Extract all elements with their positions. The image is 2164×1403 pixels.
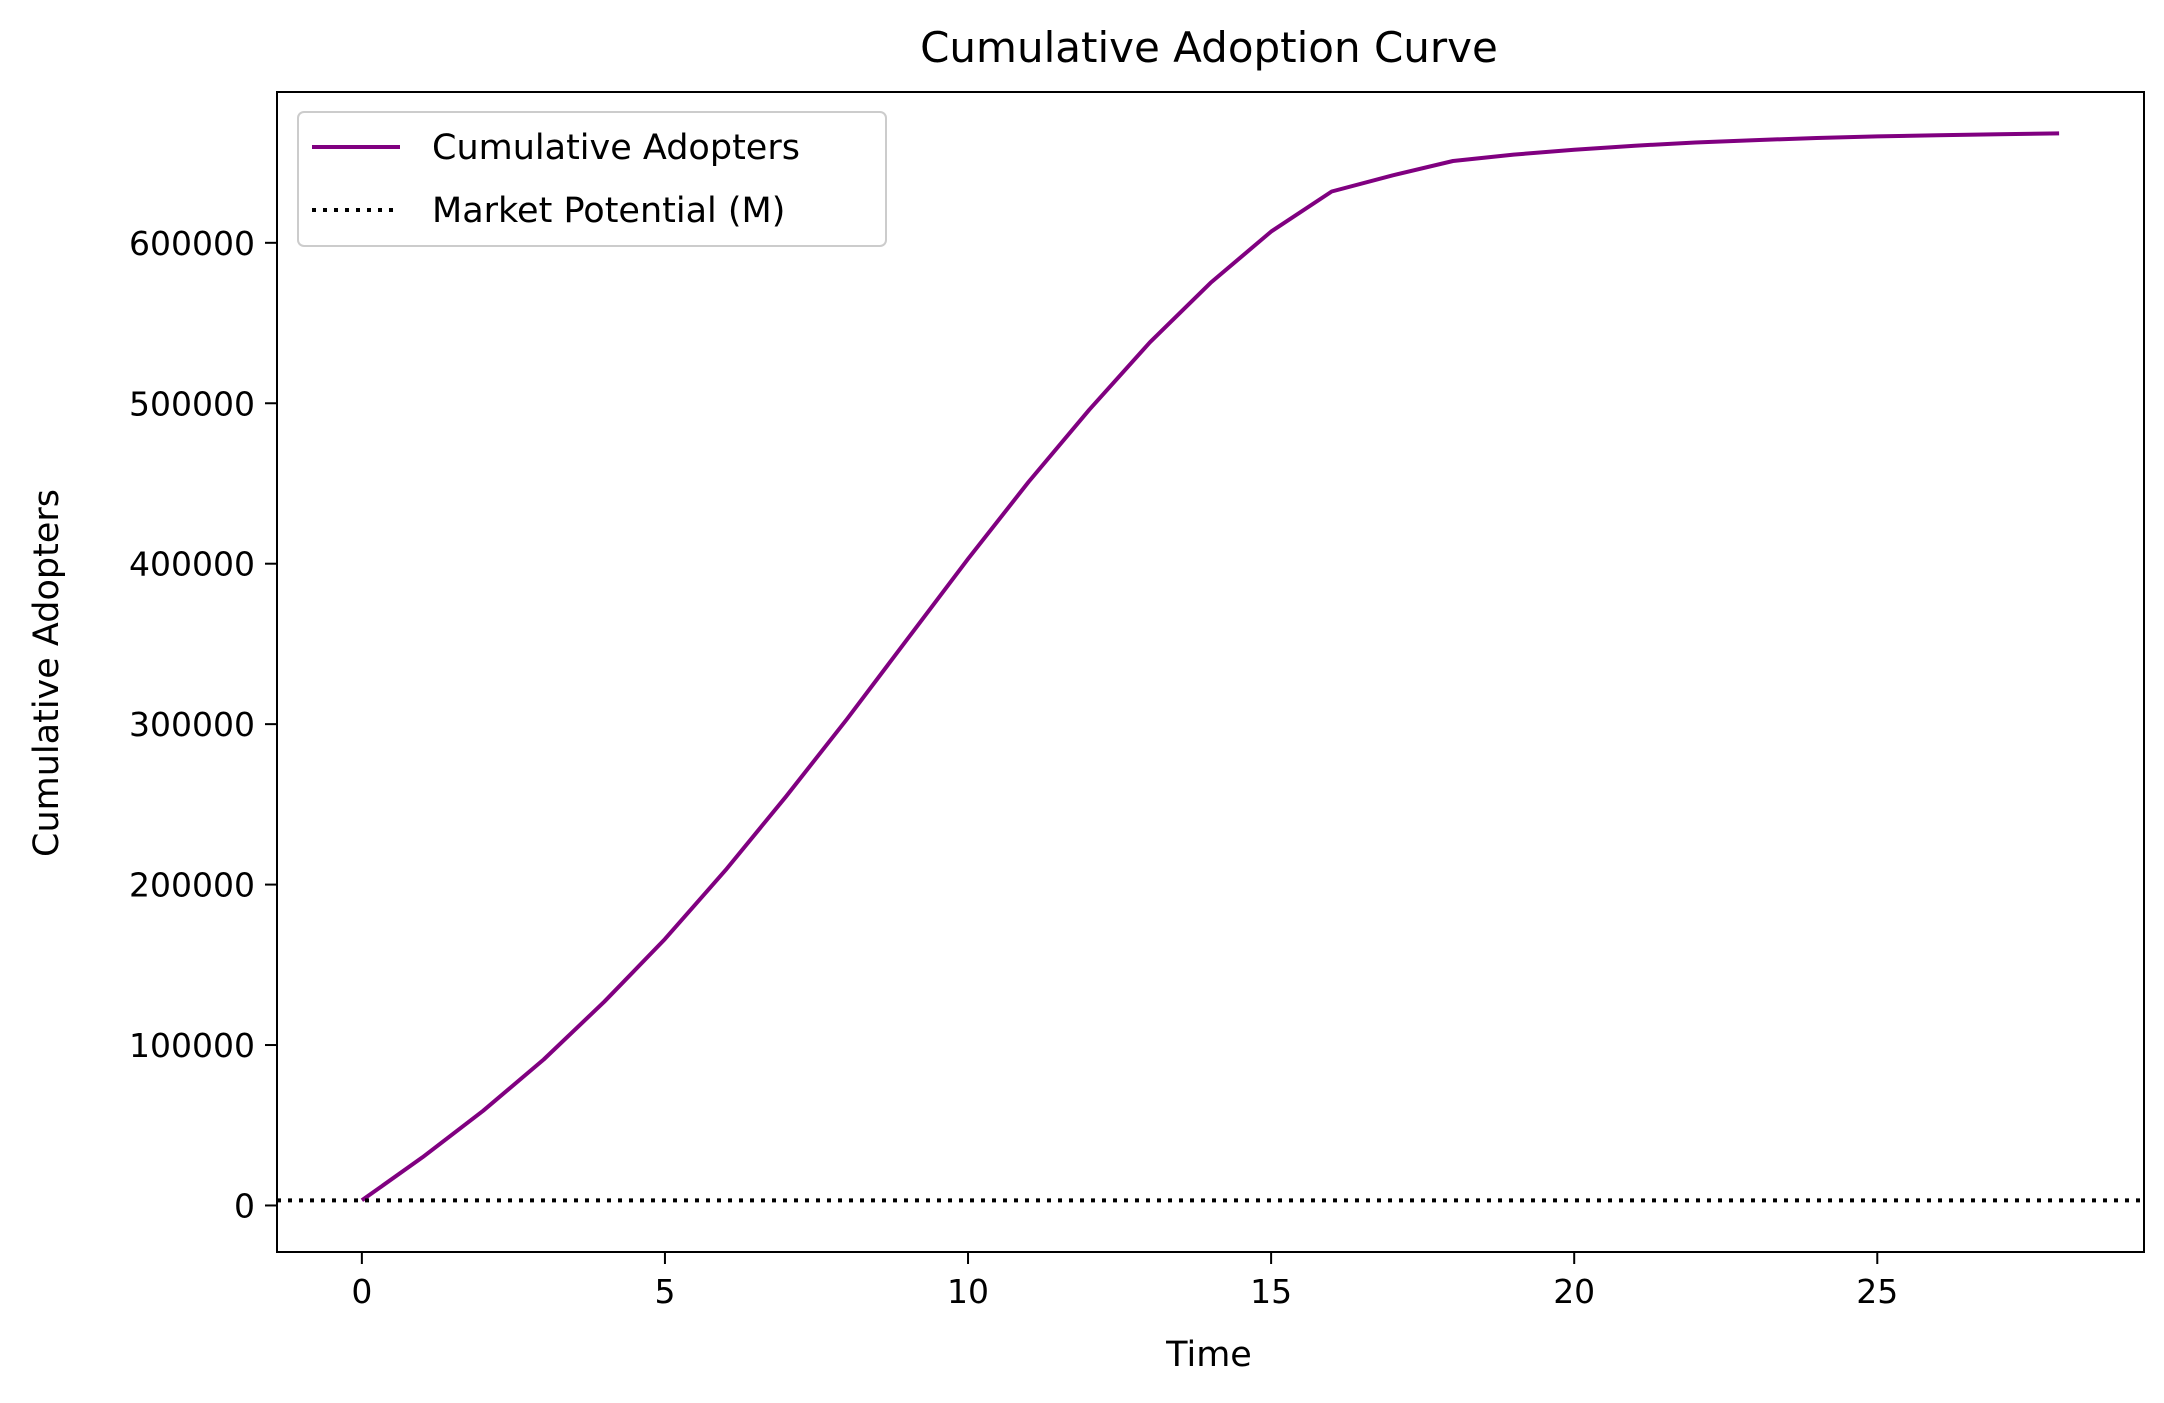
axes-frame	[276, 91, 2145, 1253]
legend-label-cumulative-adopters: Cumulative Adopters	[432, 128, 800, 168]
x-tick-label: 10	[947, 1272, 989, 1311]
x-tick-label: 0	[351, 1272, 372, 1311]
x-tick-label: 5	[654, 1272, 675, 1311]
x-tick-label: 25	[1856, 1272, 1898, 1311]
legend: Cumulative Adopters Market Potential (M)	[297, 111, 887, 247]
x-axis-label: Time	[1165, 1335, 1252, 1375]
y-tick-label: 600000	[129, 224, 255, 263]
y-tick-label: 400000	[129, 545, 255, 584]
y-tick-label: 500000	[129, 384, 255, 423]
axes-border	[276, 91, 2145, 1253]
plot-area	[277, 131, 2144, 1203]
y-axis-label: Cumulative Adopters	[27, 489, 67, 857]
x-tick-label: 20	[1553, 1272, 1595, 1311]
x-axis-ticks: 0 5 10 15 20 25	[351, 1252, 1898, 1311]
x-tick-label: 15	[1250, 1272, 1292, 1311]
y-tick-label: 300000	[129, 705, 255, 744]
y-tick-label: 200000	[129, 866, 255, 905]
legend-label-market-potential: Market Potential (M)	[432, 191, 785, 231]
chart-title: Cumulative Adoption Curve	[920, 23, 1498, 72]
y-axis-ticks: 0 100000 200000 300000 400000 500000 600000	[129, 224, 277, 1225]
y-tick-label: 0	[234, 1186, 255, 1225]
y-tick-label: 100000	[129, 1026, 255, 1065]
legend-box	[297, 111, 887, 247]
series-line-0	[360, 131, 2060, 1202]
